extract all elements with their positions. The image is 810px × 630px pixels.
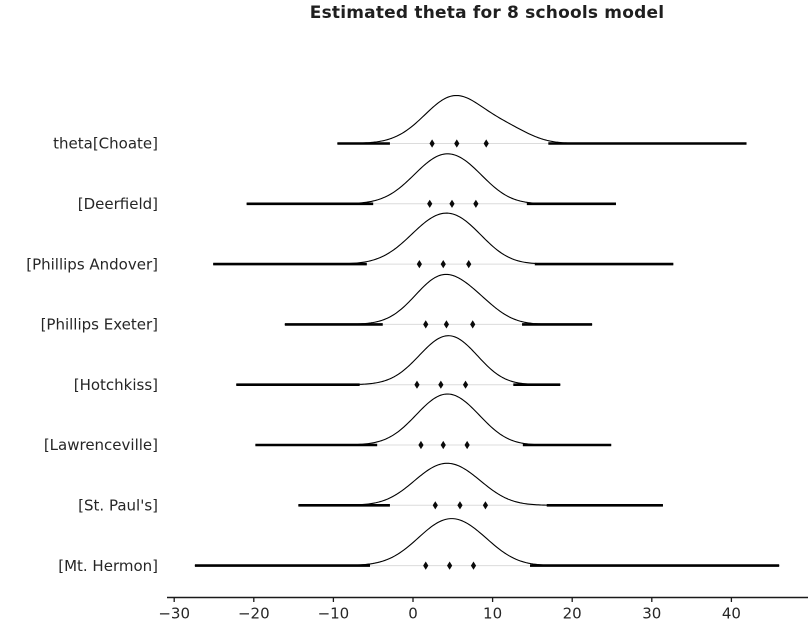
density-curve <box>284 273 593 325</box>
quartile-diamond <box>440 260 446 269</box>
y-axis-label: [Phillips Andover] <box>26 255 158 273</box>
quartile-diamond <box>466 260 472 269</box>
quartile-diamond <box>470 320 476 329</box>
quartile-diamond <box>414 380 420 389</box>
quartile-diamond <box>483 139 489 148</box>
quartile-diamond <box>440 440 446 450</box>
quartile-diamond <box>454 139 460 148</box>
quartile-diamond <box>470 561 477 570</box>
x-axis-tick-label: −10 <box>318 605 350 623</box>
density-curve <box>246 153 616 205</box>
quartile-diamond <box>423 320 429 329</box>
y-axis-label: [Phillips Exeter] <box>41 316 158 334</box>
quartile-diamond <box>464 440 470 450</box>
quartile-diamond <box>423 561 429 570</box>
density-curve <box>337 94 747 145</box>
density-curve <box>213 212 674 265</box>
density-curve <box>236 335 561 386</box>
quartile-diamond <box>427 199 433 208</box>
quartile-diamond <box>462 380 469 389</box>
y-axis-label: [Mt. Hermon] <box>58 557 158 575</box>
quartile-diamond <box>449 199 455 208</box>
x-axis-tick-label: 10 <box>483 605 502 623</box>
y-axis-label: [St. Paul's] <box>78 497 158 515</box>
quartile-diamond <box>482 501 489 510</box>
quartile-diamond <box>473 199 479 208</box>
chart-title: Estimated theta for 8 schools model <box>309 3 665 23</box>
x-axis-tick-label: 20 <box>563 605 582 623</box>
density-curve <box>255 393 612 446</box>
quartile-diamond <box>418 440 424 450</box>
y-axis-label: [Hotchkiss] <box>74 376 158 394</box>
x-axis-tick-label: −20 <box>238 605 270 623</box>
quartile-diamond <box>438 380 444 389</box>
y-axis-label: theta[Choate] <box>53 135 158 153</box>
quartile-diamond <box>416 260 422 269</box>
x-axis-tick-label: 0 <box>408 605 418 623</box>
quartile-diamond <box>443 320 450 329</box>
quartile-diamond <box>429 139 435 148</box>
density-curve <box>194 518 780 567</box>
quartile-diamond <box>447 561 453 570</box>
x-axis-tick-label: −30 <box>158 605 190 623</box>
y-axis-label: [Deerfield] <box>78 195 158 213</box>
quartile-diamond <box>432 501 438 510</box>
y-axis-label: [Lawrenceville] <box>44 436 158 454</box>
x-axis-tick-label: 40 <box>722 605 741 623</box>
density-curve <box>298 462 663 506</box>
x-axis-tick-label: 30 <box>642 605 661 623</box>
quartile-diamond <box>457 501 463 510</box>
